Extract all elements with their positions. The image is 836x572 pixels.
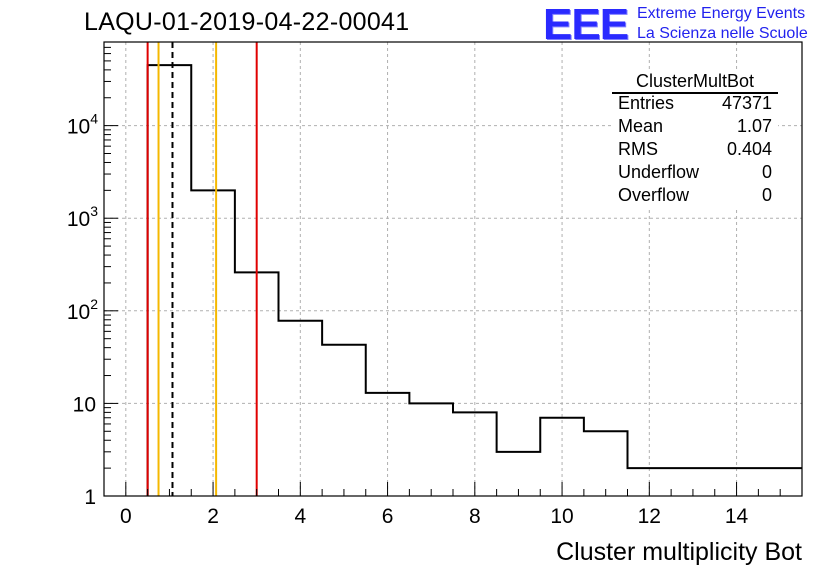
- stats-value: 0.404: [726, 139, 772, 159]
- stats-row-entries: Entries 47371: [618, 92, 772, 115]
- x-tick-label: 10: [550, 505, 573, 528]
- y-tick-label: 102: [67, 296, 98, 324]
- stats-label: Mean: [618, 116, 664, 136]
- x-axis-title: Cluster multiplicity Bot: [556, 538, 802, 566]
- stats-label: Overflow: [618, 185, 690, 205]
- x-tick-label: 2: [207, 505, 219, 528]
- stats-label: Entries: [618, 93, 675, 113]
- stats-value: 0: [761, 162, 772, 182]
- x-tick-label: 8: [469, 505, 481, 528]
- stats-label: Underflow: [618, 162, 700, 182]
- histogram-bin: [148, 65, 192, 496]
- x-tick-label: 4: [294, 505, 306, 528]
- y-tick-label: 10: [73, 393, 96, 416]
- logo-line-1: Extreme Energy Events: [637, 5, 806, 22]
- x-tick-label: 6: [382, 505, 394, 528]
- histogram-bin: [584, 431, 628, 496]
- y-tick-label: 1: [84, 486, 96, 509]
- stats-title: ClusterMultBot: [612, 70, 778, 94]
- eee-logo: EEE Extreme Energy Events La Scienza nel…: [543, 0, 833, 50]
- run-title: LAQU-01-2019-04-22-00041: [84, 8, 410, 36]
- histogram-outline: [146, 64, 802, 496]
- logo-mark: EEE: [543, 0, 629, 49]
- y-tick-label: 104: [67, 111, 98, 139]
- x-tick-label: 14: [725, 505, 749, 528]
- stats-row-mean: Mean 1.07: [618, 115, 772, 138]
- stats-row-underflow: Underflow 0: [618, 161, 772, 184]
- stats-row-rms: RMS 0.404: [618, 138, 772, 161]
- y-tick-label: 103: [67, 203, 98, 231]
- stats-value: 0: [761, 185, 772, 205]
- x-tick-label: 12: [638, 505, 661, 528]
- stats-label: RMS: [618, 139, 658, 159]
- histogram-bin: [322, 345, 366, 496]
- stats-row-overflow: Overflow 0: [618, 184, 772, 207]
- logo-line-2: La Scienza nelle Scuole: [637, 25, 808, 42]
- stats-box: ClusterMultBot Entries 47371 Mean 1.07 R…: [612, 70, 778, 210]
- stats-value: 47371: [721, 93, 772, 113]
- x-tick-label: 0: [120, 505, 132, 528]
- histogram-bin: [409, 403, 453, 496]
- stats-value: 1.07: [736, 116, 772, 136]
